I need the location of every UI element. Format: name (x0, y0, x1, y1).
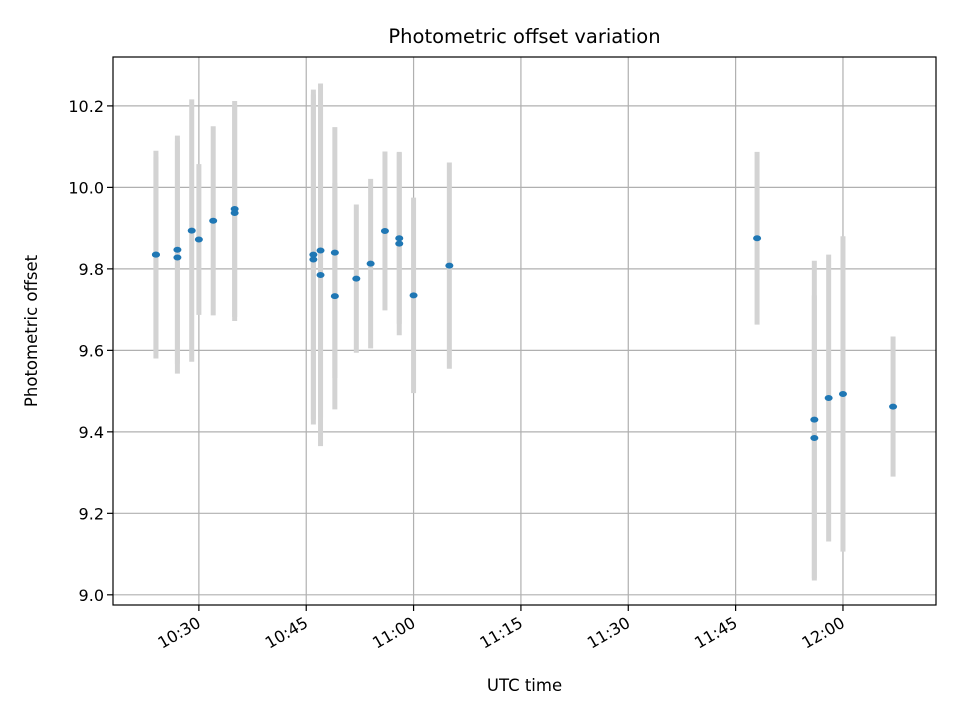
data-point (889, 403, 898, 410)
data-point (173, 246, 182, 253)
data-points (151, 205, 898, 441)
y-tick-label: 9.0 (79, 586, 104, 605)
data-point (366, 260, 375, 267)
y-tick-label: 10.2 (68, 97, 104, 116)
plot-area-frame (112, 56, 937, 606)
x-axis-label: UTC time (487, 676, 562, 695)
data-point (151, 251, 160, 258)
data-point (316, 271, 325, 278)
data-point (209, 217, 218, 224)
data-point (194, 236, 203, 243)
data-point (230, 205, 239, 212)
data-point (309, 251, 318, 258)
data-point (352, 275, 361, 282)
data-point (309, 256, 318, 263)
y-tick-label: 9.2 (79, 504, 104, 523)
y-tick-label: 9.8 (79, 260, 104, 279)
data-point (445, 262, 454, 269)
data-point (753, 235, 762, 242)
data-point (173, 254, 182, 261)
y-tick-label: 9.4 (79, 423, 104, 442)
data-point (409, 292, 418, 299)
data-point (395, 240, 404, 247)
data-point (395, 235, 404, 242)
y-tick-label: 10.0 (68, 178, 104, 197)
y-tick-label: 9.6 (79, 341, 104, 360)
data-point (824, 395, 833, 402)
y-axis-label: Photometric offset (22, 254, 41, 407)
chart-title: Photometric offset variation (388, 25, 660, 48)
data-point (810, 434, 819, 441)
data-point (330, 249, 339, 256)
data-point (838, 390, 847, 397)
data-point (187, 227, 196, 234)
data-point (380, 227, 389, 234)
y-axis-ticks: 9.0 9.2 9.4 9.6 9.8 10.0 10.2 (68, 97, 113, 605)
data-point (330, 293, 339, 300)
data-point (810, 416, 819, 423)
data-point (316, 247, 325, 254)
